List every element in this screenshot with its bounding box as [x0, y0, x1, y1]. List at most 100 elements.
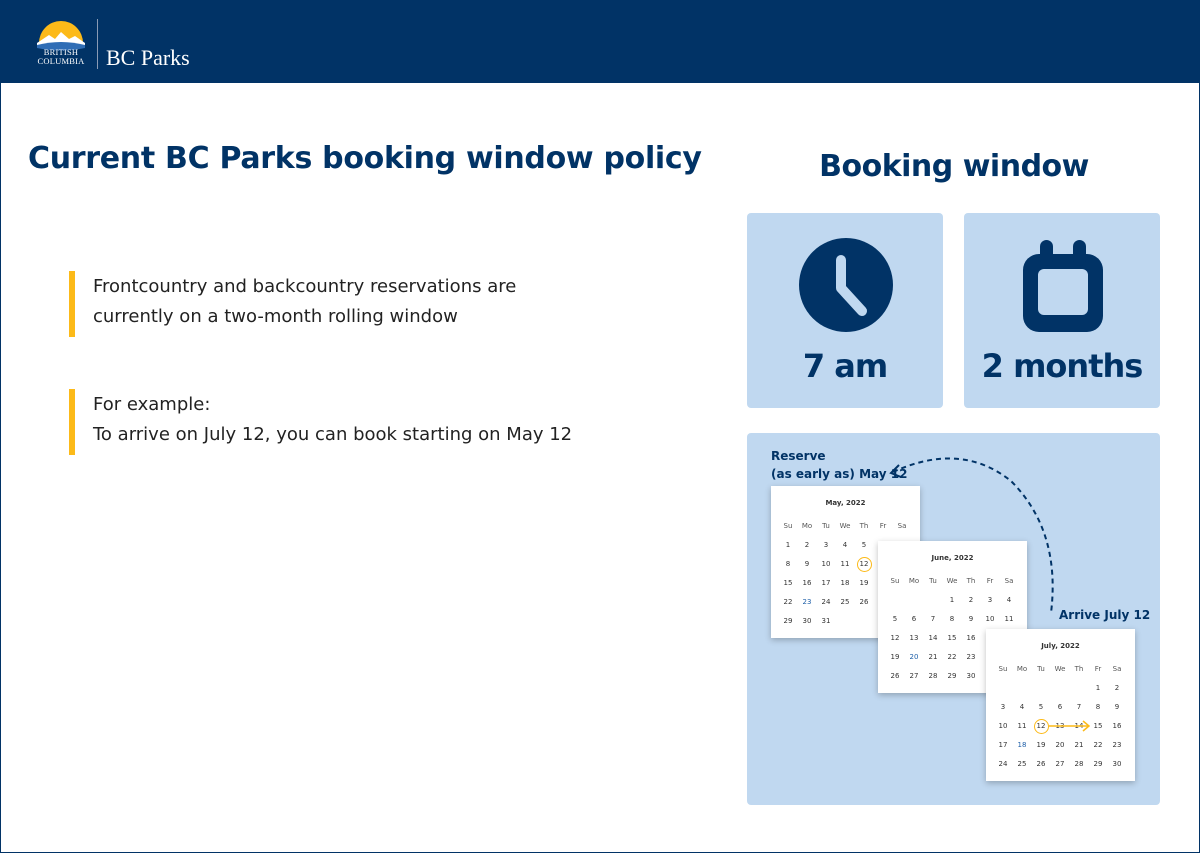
calendar-title: June, 2022 — [931, 554, 974, 562]
brand-name[interactable]: BC Parks — [106, 45, 190, 70]
accent-bar — [69, 271, 75, 337]
weekday-header: Tu — [822, 522, 830, 530]
calendar-day[interactable]: 5 — [1038, 703, 1044, 711]
calendar-day[interactable]: 23 — [802, 598, 812, 606]
calendar-day[interactable]: 4 — [1006, 596, 1012, 604]
calendar-day[interactable]: 12 — [856, 556, 872, 572]
calendar-day[interactable]: 19 — [890, 653, 900, 661]
weekday-header: Sa — [1004, 577, 1014, 585]
calendar-day[interactable]: 20 — [909, 653, 919, 661]
calendar-day[interactable]: 29 — [783, 617, 793, 625]
calendar-day[interactable]: 4 — [842, 541, 848, 549]
weekday-header: Su — [890, 577, 900, 585]
calendar-day[interactable]: 27 — [1055, 760, 1065, 768]
reserve-label: Reserve (as early as) May 12 — [771, 447, 907, 483]
calendar-day[interactable]: 17 — [998, 741, 1008, 749]
calendar-day[interactable]: 26 — [859, 598, 869, 606]
reserve-label-line-2: (as early as) May 12 — [771, 467, 908, 481]
calendar-day[interactable]: 1 — [1095, 684, 1101, 692]
calendar-day[interactable]: 13 — [909, 634, 919, 642]
calendar-day[interactable]: 15 — [947, 634, 957, 642]
calendar-day[interactable]: 4 — [1019, 703, 1025, 711]
calendar-day[interactable]: 25 — [1017, 760, 1027, 768]
policy-text: Frontcountry and backcountry reservation… — [93, 272, 516, 332]
weekday-header: Tu — [1037, 665, 1045, 673]
calendar-day[interactable]: 8 — [1095, 703, 1101, 711]
calendar-day[interactable]: 20 — [1055, 741, 1065, 749]
calendar-day[interactable]: 5 — [892, 615, 898, 623]
calendar-day[interactable]: 6 — [911, 615, 917, 623]
calendar-day[interactable]: 11 — [1017, 722, 1027, 730]
calendar-day[interactable]: 12 — [890, 634, 900, 642]
calendar-day[interactable]: 9 — [968, 615, 974, 623]
calendar-day[interactable]: 18 — [840, 579, 850, 587]
weekday-header: We — [839, 522, 851, 530]
weekday-header: We — [1054, 665, 1066, 673]
calendar-day[interactable]: 9 — [1114, 703, 1120, 711]
calendar-day[interactable]: 12 — [1033, 718, 1049, 734]
calendar-day[interactable]: 22 — [1093, 741, 1103, 749]
weekday-header: Mo — [1016, 665, 1028, 673]
calendar-day[interactable]: 31 — [821, 617, 831, 625]
calendar-day[interactable]: 14 — [928, 634, 938, 642]
bc-logo-icon[interactable] — [31, 17, 91, 71]
calendar-day[interactable]: 21 — [928, 653, 938, 661]
calendar-day[interactable]: 16 — [1112, 722, 1122, 730]
calendar-day[interactable]: 16 — [802, 579, 812, 587]
calendar-day[interactable]: 15 — [1093, 722, 1103, 730]
calendar-day[interactable]: 6 — [1057, 703, 1063, 711]
calendar-day[interactable]: 15 — [783, 579, 793, 587]
example-text: For example: To arrive on July 12, you ca… — [93, 390, 572, 450]
calendar-day[interactable]: 3 — [823, 541, 829, 549]
calendar-day[interactable]: 8 — [785, 560, 791, 568]
calendar-day[interactable]: 1 — [785, 541, 791, 549]
calendar-day[interactable]: 23 — [966, 653, 976, 661]
weekday-header: Th — [1074, 665, 1084, 673]
calendar-day[interactable]: 10 — [821, 560, 831, 568]
calendar-day[interactable]: 29 — [947, 672, 957, 680]
calendar-day[interactable]: 26 — [890, 672, 900, 680]
calendar-day[interactable]: 21 — [1074, 741, 1084, 749]
calendar-day[interactable]: 17 — [821, 579, 831, 587]
calendar-day[interactable]: 3 — [987, 596, 993, 604]
calendar-day[interactable]: 3 — [1000, 703, 1006, 711]
calendar-day[interactable]: 28 — [928, 672, 938, 680]
calendar-day[interactable]: 7 — [1076, 703, 1082, 711]
weekday-header: Mo — [801, 522, 813, 530]
calendar-day[interactable]: 30 — [966, 672, 976, 680]
calendar-day[interactable]: 16 — [966, 634, 976, 642]
calendar-day[interactable]: 25 — [840, 598, 850, 606]
calendar-day[interactable]: 18 — [1017, 741, 1027, 749]
calendar-day[interactable]: 19 — [1036, 741, 1046, 749]
calendar-day[interactable]: 30 — [1112, 760, 1122, 768]
calendar-day[interactable]: 11 — [840, 560, 850, 568]
weekday-header: Th — [966, 577, 976, 585]
calendar-day[interactable]: 19 — [859, 579, 869, 587]
calendar-day[interactable]: 27 — [909, 672, 919, 680]
calendar-day[interactable]: 29 — [1093, 760, 1103, 768]
calendar-day[interactable]: 2 — [1114, 684, 1120, 692]
calendar-icon — [1023, 240, 1103, 332]
duration-card: 2 months — [964, 213, 1160, 408]
calendar-day[interactable]: 30 — [802, 617, 812, 625]
calendar-day[interactable]: 10 — [985, 615, 995, 623]
calendar-day[interactable]: 24 — [821, 598, 831, 606]
calendar-day[interactable]: 10 — [998, 722, 1008, 730]
calendar-day[interactable]: 11 — [1004, 615, 1014, 623]
calendar-day[interactable]: 1 — [949, 596, 955, 604]
calendar-day[interactable]: 26 — [1036, 760, 1046, 768]
calendar-day[interactable]: 23 — [1112, 741, 1122, 749]
divider — [97, 19, 98, 69]
calendar-day[interactable]: 28 — [1074, 760, 1084, 768]
booking-window-title: Booking window — [819, 149, 1089, 184]
calendar-day[interactable]: 5 — [861, 541, 867, 549]
calendar-day[interactable]: 2 — [968, 596, 974, 604]
calendar-day[interactable]: 8 — [949, 615, 955, 623]
weekday-header: Fr — [986, 577, 994, 585]
calendar-day[interactable]: 22 — [783, 598, 793, 606]
calendar-day[interactable]: 9 — [804, 560, 810, 568]
calendar-day[interactable]: 24 — [998, 760, 1008, 768]
calendar-day[interactable]: 7 — [930, 615, 936, 623]
calendar-day[interactable]: 2 — [804, 541, 810, 549]
calendar-day[interactable]: 22 — [947, 653, 957, 661]
